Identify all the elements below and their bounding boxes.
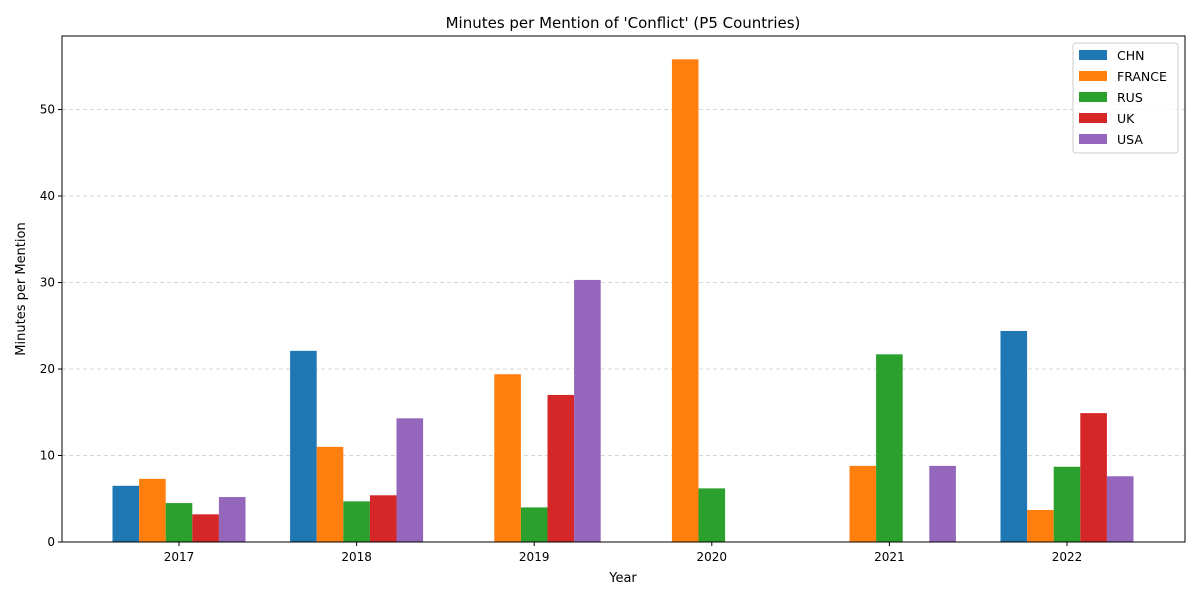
y-tick-label: 0 [47, 535, 55, 549]
chart-title: Minutes per Mention of 'Conflict' (P5 Co… [446, 14, 801, 32]
legend-label-uk: UK [1117, 111, 1135, 126]
bar-usa-2017 [218, 497, 246, 542]
y-tick-label: 10 [40, 449, 55, 463]
bar-uk-2017 [192, 514, 219, 542]
bar-usa-2018 [396, 418, 424, 542]
bar-rus-2017 [165, 503, 193, 542]
bar-rus-2019 [520, 507, 548, 542]
bar-rus-2021 [876, 354, 903, 542]
legend-box [1072, 42, 1179, 154]
legend-label-chn: CHN [1117, 48, 1144, 63]
x-axis-label: Year [608, 571, 637, 586]
bar-uk-2022 [1080, 413, 1107, 542]
legend: CHN FRANCE RUS UK USA [1072, 42, 1179, 154]
legend-swatch-uk [1079, 113, 1107, 123]
legend-swatch-chn [1079, 50, 1107, 60]
plot-frame [61, 35, 1186, 543]
bars [112, 59, 1134, 542]
x-tick-label: 2020 [697, 550, 728, 564]
x-axis-ticks: 2017 2018 2019 2020 2021 2022 [164, 542, 1083, 564]
legend-label-rus: RUS [1117, 90, 1143, 105]
x-tick-label: 2019 [519, 550, 550, 564]
y-tick-label: 40 [40, 189, 55, 203]
bar-france-2019 [494, 374, 521, 542]
bar-france-2020 [671, 59, 699, 542]
bar-france-2022 [1027, 509, 1054, 542]
bar-usa-2021 [929, 465, 956, 542]
bar-usa-2022 [1106, 476, 1134, 542]
legend-swatch-france [1079, 71, 1107, 81]
x-tick-label: 2021 [874, 550, 905, 564]
legend-swatch-rus [1079, 92, 1107, 102]
legend-items: CHN FRANCE RUS UK USA [1079, 48, 1167, 147]
bar-chn-2018 [290, 350, 317, 542]
bar-rus-2022 [1053, 466, 1081, 542]
bar-chn-2022 [1000, 330, 1028, 542]
bar-usa-2019 [574, 279, 601, 542]
y-tick-label: 30 [40, 276, 55, 290]
bar-rus-2020 [698, 488, 726, 542]
y-axis-ticks: 0 10 20 30 40 50 [40, 103, 62, 549]
bar-uk-2018 [369, 495, 397, 542]
y-tick-label: 20 [40, 362, 55, 376]
legend-label-france: FRANCE [1117, 69, 1167, 84]
legend-label-usa: USA [1117, 132, 1143, 147]
gridlines [62, 109, 1185, 456]
bar-france-2018 [316, 446, 344, 542]
bar-uk-2019 [547, 394, 575, 542]
bar-chn-2017 [112, 485, 140, 542]
x-tick-label: 2017 [164, 550, 195, 564]
bar-france-2017 [139, 478, 166, 542]
bar-rus-2018 [343, 501, 370, 542]
y-axis-label: Minutes per Mention [14, 222, 29, 355]
x-tick-label: 2022 [1052, 550, 1083, 564]
bar-france-2021 [849, 465, 877, 542]
y-tick-label: 50 [40, 103, 55, 117]
legend-swatch-usa [1079, 134, 1107, 144]
x-tick-label: 2018 [341, 550, 372, 564]
